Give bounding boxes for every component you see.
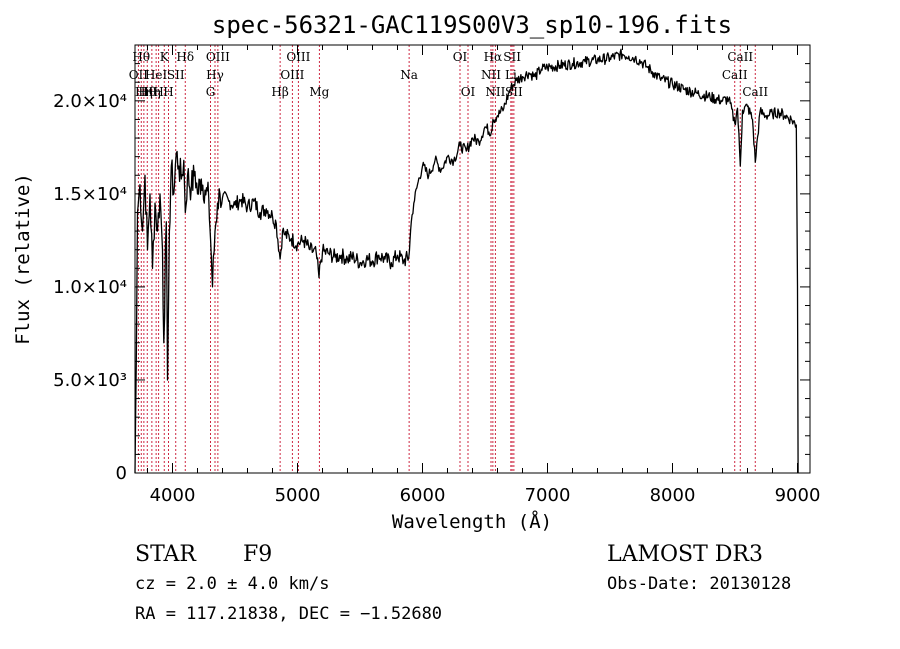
spectral-line-label: CaII: [742, 85, 768, 99]
coordinates-readout: RA = 117.21838, DEC = −1.52680: [135, 604, 442, 624]
y-axis: 0 5.0×10³ 1.0×10⁴ 1.5×10⁴ 2.0×10⁴: [53, 63, 810, 484]
spectral-line-label: K: [160, 50, 170, 64]
x-tick-label: 4000: [150, 485, 196, 506]
redshift-readout: cz = 2.0 ± 4.0 km/s: [135, 574, 329, 594]
spectral-line-label: SII: [503, 50, 521, 64]
y-tick-label: 1.5×10⁴: [53, 184, 127, 205]
spectrum-series-line: [134, 48, 799, 474]
spectral-line-label: NII: [481, 68, 501, 82]
object-subclass: F9: [243, 542, 272, 567]
x-tick-label: 5000: [275, 485, 321, 506]
spectral-line-label: G: [206, 85, 216, 99]
x-tick-label: 8000: [650, 485, 696, 506]
y-axis-label: Flux (relative): [12, 173, 34, 345]
x-tick-label: 7000: [525, 485, 571, 506]
spectral-line-label: Hα: [484, 50, 503, 64]
spectral-line-label: CaII: [727, 50, 753, 64]
spectral-line-label: Hδ: [176, 50, 194, 64]
y-tick-label: 1.0×10⁴: [53, 277, 127, 298]
spectral-line-label: Hη: [135, 85, 153, 99]
y-tick-label: 2.0×10⁴: [53, 91, 127, 112]
spectral-line-label: OI: [453, 50, 468, 64]
spectral-line-label: NII: [485, 85, 505, 99]
spectral-line-label: Na: [400, 68, 418, 82]
plot-frame: [134, 44, 811, 474]
spectral-line-label: OII: [129, 68, 149, 82]
x-axis: 4000 5000 6000 7000 8000 9000: [147, 45, 821, 506]
spectral-line-label: CaII: [722, 68, 748, 82]
spectral-line-label: Hθ: [132, 50, 150, 64]
chart-title: spec-56321-GAC119S00V3_sp10-196.fits: [212, 11, 732, 39]
spectral-line-label: OIII: [280, 68, 304, 82]
spectral-line-label: Hθ: [138, 85, 156, 99]
object-class: STAR: [135, 542, 197, 567]
spectral-line-label: Mg: [309, 85, 329, 99]
x-tick-label: 6000: [400, 485, 446, 506]
spectral-line-label: SII: [167, 68, 185, 82]
spectral-line-label: Hγ: [206, 68, 224, 82]
survey-name: LAMOST DR3: [607, 542, 763, 567]
spectral-line-label: H: [163, 85, 173, 99]
spectral-line-label: H: [153, 85, 163, 99]
y-tick-label: 0: [116, 463, 127, 484]
spectral-line-label: OIII: [286, 50, 310, 64]
spectral-line-label: OIII: [206, 50, 230, 64]
spectral-line-label: Hβ: [271, 85, 288, 99]
y-tick-label: 5.0×10³: [53, 370, 127, 391]
spectral-line-label: Li: [505, 68, 517, 82]
observation-date: Obs-Date: 20130128: [607, 574, 791, 594]
spectral-line-labels: OIIHθHηHθHηHeIHKHSIIHδGHγOIIIHβOIIIOIIIM…: [129, 50, 769, 99]
x-tick-label: 9000: [775, 485, 821, 506]
spectral-line-label: Hη: [143, 85, 161, 99]
spectral-line-markers: [137, 45, 756, 473]
spectral-line-label: OI: [461, 85, 476, 99]
spectral-line-label: HeI: [145, 68, 168, 82]
x-axis-label: Wavelength (Å): [392, 510, 552, 533]
spectral-line-label: SII: [505, 85, 523, 99]
